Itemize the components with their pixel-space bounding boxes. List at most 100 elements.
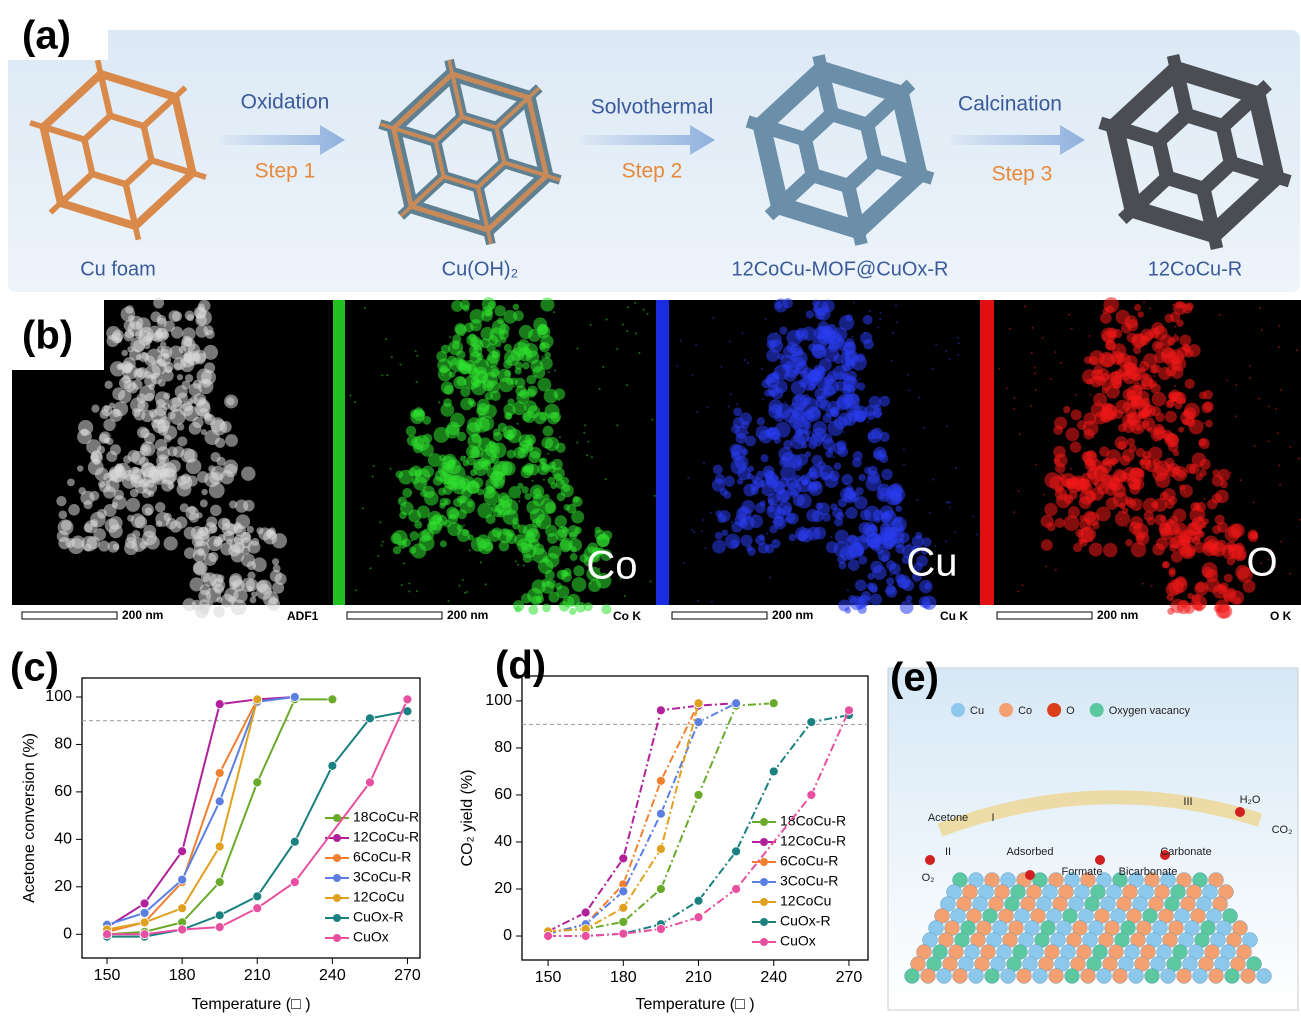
noise-dot (349, 394, 351, 396)
noise-dot (710, 512, 712, 514)
map-dot (523, 465, 534, 476)
point (328, 761, 337, 770)
noise-dot (1017, 590, 1019, 592)
noise-dot (895, 305, 897, 307)
noise-dot (1024, 306, 1026, 308)
noise-dot (498, 511, 500, 513)
map-dot (211, 452, 221, 462)
noise-dot (894, 571, 896, 573)
point (694, 699, 703, 708)
noise-dot (519, 497, 521, 499)
map-dot (545, 502, 557, 514)
noise-dot (1179, 549, 1181, 551)
process: Solvothermal (591, 96, 714, 119)
noise-dot (817, 503, 819, 505)
atom (905, 969, 920, 984)
map-dot (156, 399, 165, 408)
map-dot (151, 311, 162, 322)
map-dot (469, 401, 476, 408)
scale-row: 200 nm ADF1 200 nm Co K 200 nm Cu K 200 … (22, 608, 1292, 623)
map-dot (1177, 600, 1191, 614)
point (694, 718, 703, 727)
noise-dot (372, 475, 374, 477)
map-dot (1186, 302, 1194, 310)
noise-dot (833, 456, 835, 458)
map-dot (466, 334, 478, 346)
noise-dot (1060, 362, 1062, 364)
map-dot (809, 464, 823, 478)
noise-dot (836, 347, 838, 349)
map-dot (428, 511, 442, 525)
noise-dot (546, 446, 548, 448)
map-dot (834, 462, 842, 470)
noise-dot (1169, 374, 1171, 376)
series-line (107, 699, 257, 932)
map-dot (251, 591, 257, 597)
map-dot (900, 600, 914, 614)
map-dot (869, 538, 879, 548)
map-dot (98, 481, 105, 488)
map-dot (499, 330, 509, 340)
noise-dot (1118, 348, 1120, 350)
noise-dot (602, 366, 604, 368)
noise-dot (712, 317, 714, 319)
noise-dot (1050, 378, 1052, 380)
map-dot (1102, 459, 1108, 465)
noise-dot (846, 483, 848, 485)
map-dot (1181, 546, 1193, 558)
noise-dot (998, 368, 1000, 370)
map-dot (769, 525, 777, 533)
noise-dot (879, 312, 881, 314)
map-dot (874, 411, 882, 419)
map-dot (824, 385, 836, 397)
map-dot (871, 586, 878, 593)
noise-dot (536, 496, 538, 498)
noise-dot (744, 359, 746, 361)
map-dot (1126, 498, 1136, 508)
map-dot (922, 596, 936, 610)
map-dot (1190, 502, 1199, 511)
noise-dot (1009, 328, 1011, 330)
map-dot (802, 480, 808, 486)
map-dot (132, 530, 140, 538)
map-dot (411, 436, 424, 449)
point (619, 929, 628, 938)
point (290, 837, 299, 846)
noise-dot (1253, 538, 1255, 540)
atom (1097, 969, 1112, 984)
map-dot (457, 525, 464, 532)
map-dot (438, 462, 453, 477)
point (253, 778, 262, 787)
map-dot (1165, 520, 1180, 535)
noise-dot (626, 330, 628, 332)
noise-dot (1067, 518, 1069, 520)
map-dot (564, 504, 570, 510)
map-dot (874, 516, 881, 523)
noise-dot (903, 449, 905, 451)
map-dot (247, 526, 254, 533)
map-dot (1192, 452, 1207, 467)
map-dot (793, 475, 801, 483)
legend-marker (333, 834, 341, 842)
noise-dot (778, 477, 780, 479)
map-dot (205, 522, 217, 534)
panel-label: (a) (22, 14, 71, 58)
atom (1001, 969, 1016, 984)
noise-dot (1092, 436, 1094, 438)
map-dot (1083, 429, 1094, 440)
map-dot (789, 534, 796, 541)
noise-dot (1226, 379, 1228, 381)
y-tick-label: 100 (485, 692, 512, 709)
map-dot (895, 573, 905, 583)
map-dot (1147, 427, 1153, 433)
map-dot (828, 420, 844, 436)
noise-dot (1155, 440, 1157, 442)
noise-dot (477, 539, 479, 541)
map-dot (217, 575, 225, 583)
map-dot (730, 444, 742, 456)
noise-dot (843, 431, 845, 433)
map-dot (139, 385, 155, 401)
noise-dot (884, 591, 886, 593)
legend-text: 3CoCu-R (780, 873, 838, 889)
species: H₂O (1240, 794, 1261, 806)
